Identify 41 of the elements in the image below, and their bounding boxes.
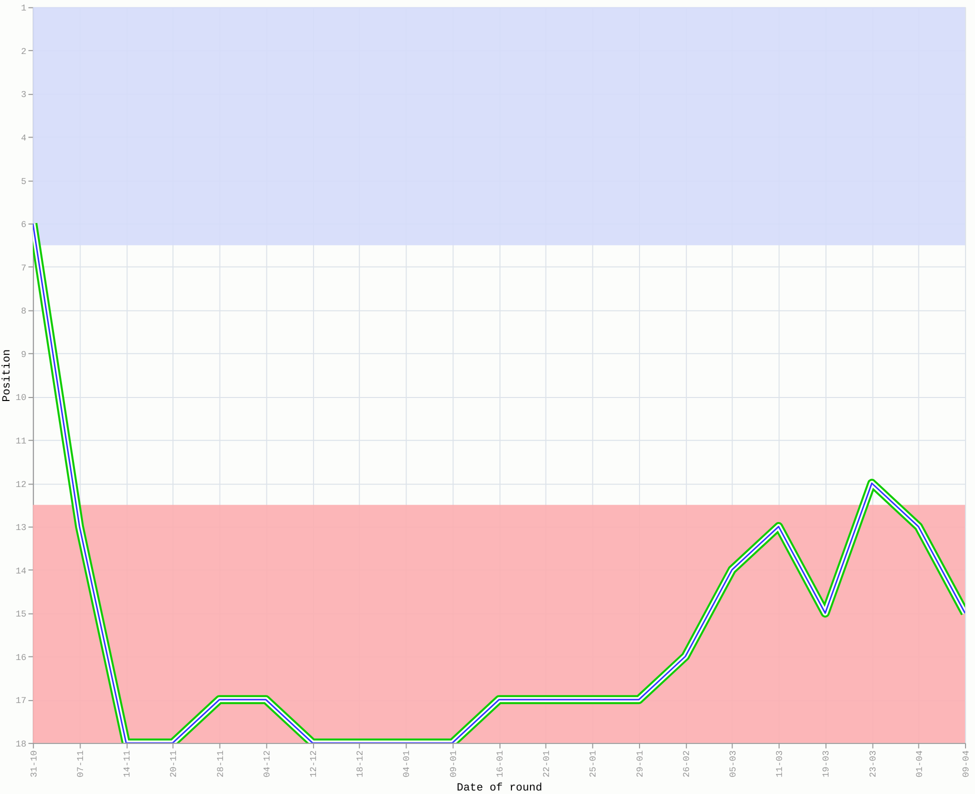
x-tick-label: 04-12 (262, 750, 272, 778)
y-tick-label: 13 (16, 523, 26, 534)
x-tick-label: 20-11 (169, 750, 180, 778)
x-tick-label: 01-04 (914, 750, 925, 778)
x-axis-title: Date of round (456, 782, 542, 794)
x-tick-label: 22-01 (542, 750, 552, 778)
y-tick-label: 1 (21, 4, 26, 14)
y-tick-label: 14 (16, 566, 26, 576)
y-tick-label: 15 (16, 610, 26, 620)
y-tick-label: 10 (16, 393, 26, 404)
x-tick-label: 09-04 (962, 750, 972, 778)
y-tick-label: 6 (21, 220, 26, 230)
y-tick-label: 16 (16, 652, 26, 663)
y-tick-label: 8 (21, 306, 26, 317)
x-tick-label: 12-12 (309, 750, 320, 778)
x-tick-label: 26-02 (682, 750, 692, 778)
x-tick-label: 04-01 (402, 750, 412, 778)
x-tick-label: 19-03 (822, 750, 832, 778)
y-axis-title: Position (2, 349, 14, 402)
y-tick-label: 3 (21, 90, 26, 100)
y-tick-label: 4 (21, 134, 26, 144)
x-tick-label: 29-01 (635, 750, 646, 778)
x-tick-label: 05-03 (728, 750, 738, 778)
x-tick-label: 07-11 (76, 750, 86, 778)
x-tick-label: 16-01 (495, 750, 506, 778)
y-tick-label: 9 (21, 350, 26, 360)
y-tick-label: 18 (16, 739, 26, 750)
y-tick-label: 12 (16, 480, 26, 490)
y-tick-label: 2 (21, 46, 26, 57)
y-tick-label: 5 (21, 176, 26, 187)
x-tick-label: 09-01 (448, 750, 459, 778)
y-tick-label: 11 (16, 436, 26, 446)
x-tick-label: 11-03 (775, 750, 786, 778)
y-tick-label: 17 (16, 696, 26, 706)
x-tick-label: 18-12 (356, 750, 366, 778)
x-tick-label: 14-11 (122, 750, 133, 778)
x-tick-label: 23-03 (868, 750, 878, 778)
x-tick-label: 31-10 (29, 750, 40, 778)
x-tick-label: 25-01 (588, 750, 599, 778)
y-tick-label: 7 (21, 263, 26, 274)
x-tick-label: 28-11 (216, 750, 226, 778)
